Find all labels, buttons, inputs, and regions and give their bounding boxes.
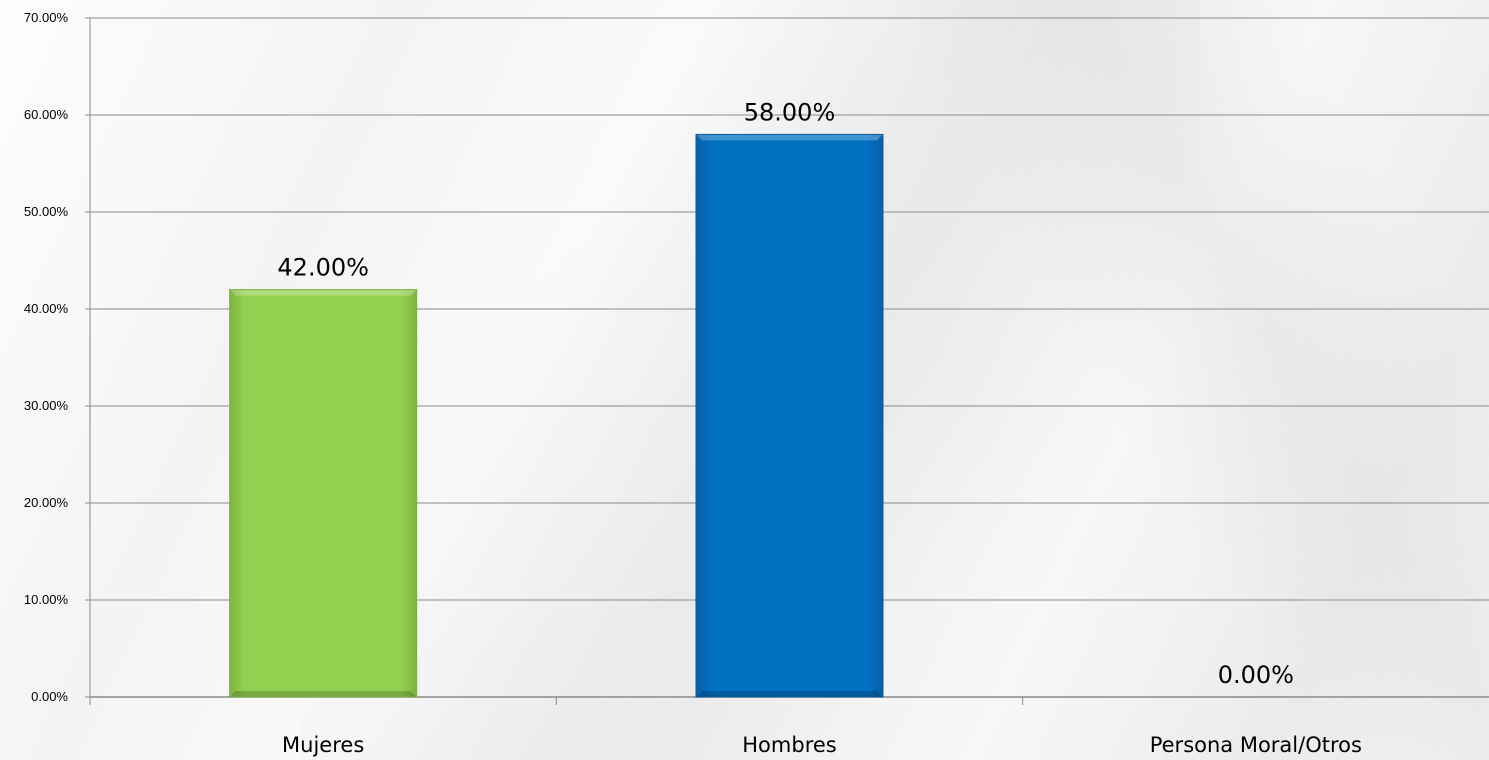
y-tick-label: 20.00% (24, 495, 69, 510)
bar-bevel-bottom (229, 691, 417, 697)
bar-bevel-bottom (696, 691, 883, 697)
y-tick-label: 70.00% (24, 10, 69, 25)
category-label: Hombres (742, 733, 836, 757)
bar-outline (695, 133, 884, 698)
bar-outline (229, 289, 418, 698)
bars (229, 133, 884, 698)
bar-body (696, 134, 883, 697)
bar-bevel-top (696, 134, 883, 141)
y-tick-label: 10.00% (24, 592, 69, 607)
bar-bevel-top (229, 289, 417, 296)
y-tick-label: 40.00% (24, 301, 69, 316)
data-label: 58.00% (744, 98, 836, 126)
data-labels: 42.00% 58.00% 0.00% (277, 98, 1294, 689)
y-tick-label: 50.00% (24, 204, 69, 219)
y-axis-tick-labels: 0.00% 10.00% 20.00% 30.00% 40.00% 50.00% 60.00… (24, 10, 69, 704)
y-tick-label: 0.00% (31, 689, 68, 704)
category-label: Persona Moral/Otros (1150, 733, 1362, 757)
bar-body (229, 289, 417, 697)
data-label: 0.00% (1218, 661, 1294, 689)
bar-mujeres (229, 289, 418, 698)
category-labels: Mujeres Hombres Persona Moral/Otros (282, 733, 1362, 757)
y-tick-label: 60.00% (24, 107, 69, 122)
category-label: Mujeres (282, 733, 364, 757)
data-label: 42.00% (277, 254, 369, 282)
y-tick-label: 30.00% (24, 398, 69, 413)
bar-hombres (695, 133, 884, 698)
